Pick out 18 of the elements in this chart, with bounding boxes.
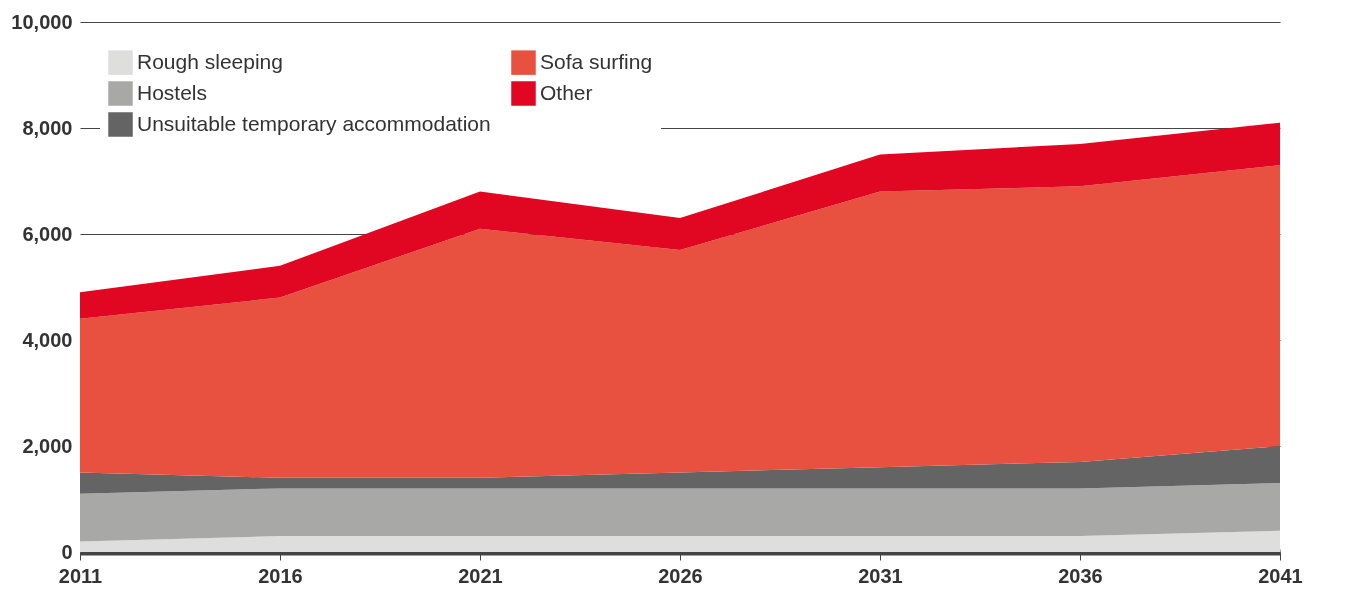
y-tick-label: 0	[61, 540, 73, 563]
x-tick-label: 2026	[658, 564, 703, 587]
x-tick-label: 2031	[858, 564, 903, 587]
y-tick-label: 4,000	[22, 328, 73, 351]
y-tick-label: 10,000	[11, 10, 73, 33]
legend-label: Other	[540, 80, 593, 104]
legend-label: Hostels	[137, 80, 208, 104]
legend-label: Unsuitable temporary accommodation	[137, 111, 491, 135]
legend-label: Sofa surfing	[540, 49, 653, 73]
x-tick-label: 2021	[458, 564, 503, 587]
x-tick-label: 2016	[258, 564, 303, 587]
x-tick-label: 2011	[58, 564, 103, 587]
y-tick-label: 2,000	[22, 434, 73, 457]
legend-label: Rough sleeping	[137, 49, 283, 73]
y-tick-label: 8,000	[22, 116, 73, 139]
y-tick-label: 6,000	[22, 222, 73, 245]
x-tick-label: 2041	[1258, 564, 1303, 587]
x-tick-label: 2036	[1058, 564, 1103, 587]
